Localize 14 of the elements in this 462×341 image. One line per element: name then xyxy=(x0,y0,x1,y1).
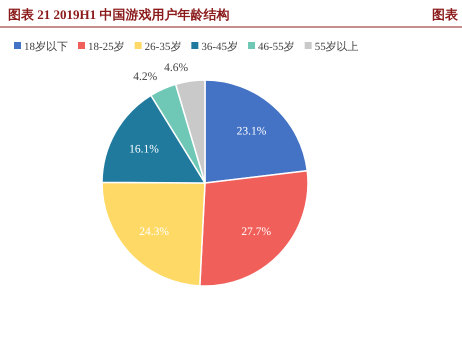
data-label: 27.7% xyxy=(241,226,272,238)
legend-label: 26-35岁 xyxy=(144,41,182,53)
data-label: 4.6% xyxy=(164,62,189,74)
data-label: 4.2% xyxy=(133,71,158,84)
data-label: 23.1% xyxy=(236,126,267,138)
legend-label: 18岁以下 xyxy=(24,40,68,53)
legend-label: 18-25岁 xyxy=(88,41,125,53)
legend-label: 36-45岁 xyxy=(201,41,238,53)
text: 图表 xyxy=(432,7,459,22)
chart-title: 图表 21 2019H1 中国游戏用户年龄结构 xyxy=(8,7,230,22)
data-label: 24.3% xyxy=(139,226,170,238)
legend-label: 46-55岁 xyxy=(258,41,295,53)
data-label: 16.1% xyxy=(129,144,160,156)
legend-label: 55岁以上 xyxy=(314,40,359,53)
